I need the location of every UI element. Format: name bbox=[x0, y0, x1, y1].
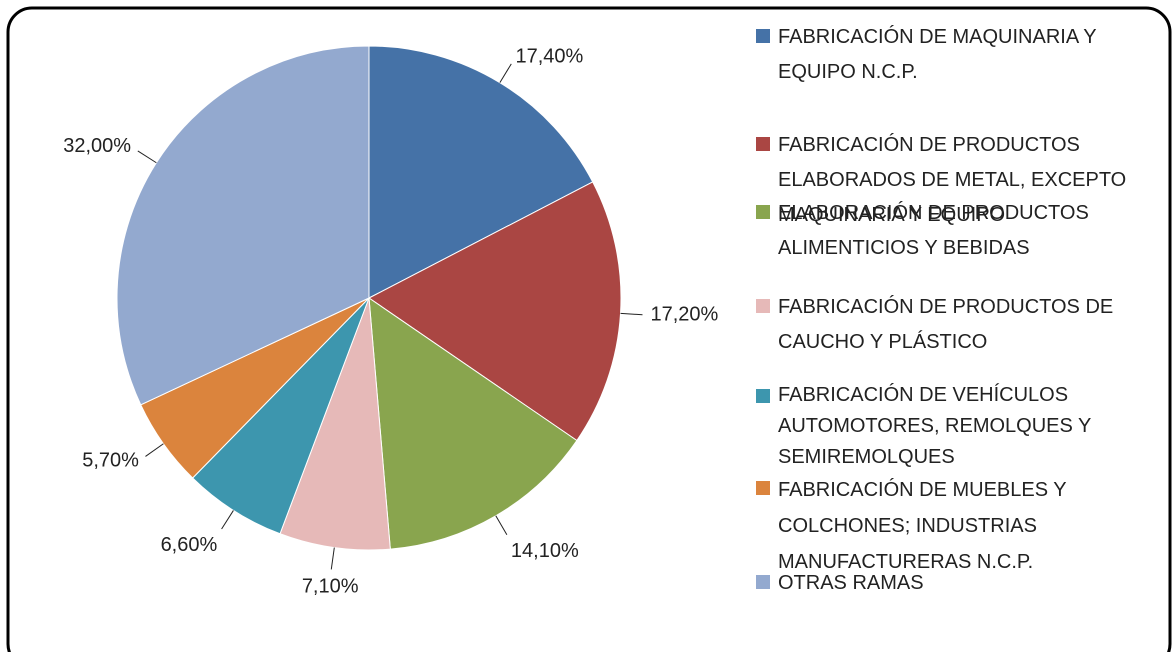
legend-item: FABRICACIÓN DE VEHÍCULOS AUTOMOTORES, RE… bbox=[756, 380, 1166, 473]
legend-label: OTRAS RAMAS bbox=[778, 572, 924, 594]
leader-line bbox=[221, 510, 234, 530]
legend-item: ELABORACIÓN DE PRODUCTOS ALIMENTICIOS Y … bbox=[756, 196, 1166, 266]
legend-swatch bbox=[756, 137, 770, 151]
legend-swatch bbox=[756, 481, 770, 495]
pie-slice bbox=[368, 296, 578, 550]
leader-line bbox=[145, 443, 164, 457]
data-label: 6,60% bbox=[161, 534, 218, 556]
data-label: 17,40% bbox=[515, 45, 583, 67]
legend-label: FABRICACIÓN DE VEHÍCULOS AUTOMOTORES, RE… bbox=[778, 384, 1092, 468]
legend-swatch bbox=[756, 389, 770, 403]
legend-item: FABRICACIÓN DE MAQUINARIA Y EQUIPO N.C.P… bbox=[756, 20, 1166, 90]
legend-label: FABRICACIÓN DE MAQUINARIA Y EQUIPO N.C.P… bbox=[778, 26, 1097, 83]
pie-slice bbox=[368, 45, 594, 299]
legend-item: FABRICACIÓN DE PRODUCTOS ELABORADOS DE M… bbox=[756, 128, 1166, 233]
pie-slice bbox=[279, 297, 391, 551]
data-label: 14,10% bbox=[511, 540, 579, 562]
leader-line bbox=[137, 150, 157, 164]
legend-item: OTRAS RAMAS bbox=[756, 566, 1166, 601]
leader-line bbox=[620, 312, 643, 316]
leader-line bbox=[499, 63, 512, 83]
pie-slice bbox=[368, 181, 622, 442]
legend-label: FABRICACIÓN DE MUEBLES Y COLCHONES; INDU… bbox=[778, 479, 1067, 573]
legend-label: FABRICACIÓN DE PRODUCTOS ELABORADOS DE M… bbox=[778, 134, 1127, 226]
data-label: 7,10% bbox=[302, 576, 359, 598]
legend-swatch bbox=[756, 205, 770, 219]
leader-line bbox=[495, 515, 508, 536]
leader-line bbox=[330, 547, 335, 570]
legend-item: FABRICACIÓN DE MUEBLES Y COLCHONES; INDU… bbox=[756, 472, 1166, 580]
legend-label: ELABORACIÓN DE PRODUCTOS ALIMENTICIOS Y … bbox=[778, 202, 1089, 259]
data-label: 5,70% bbox=[82, 449, 139, 471]
frame bbox=[6, 6, 1172, 652]
pie-slice bbox=[116, 45, 370, 406]
data-label: 17,20% bbox=[650, 304, 718, 326]
legend-item: FABRICACIÓN DE PRODUCTOS DE CAUCHO Y PLÁ… bbox=[756, 290, 1166, 360]
legend-swatch bbox=[756, 29, 770, 43]
legend-label: FABRICACIÓN DE PRODUCTOS DE CAUCHO Y PLÁ… bbox=[778, 296, 1114, 353]
legend-swatch bbox=[756, 299, 770, 313]
data-label: 32,00% bbox=[63, 135, 131, 157]
legend-swatch bbox=[756, 575, 770, 589]
